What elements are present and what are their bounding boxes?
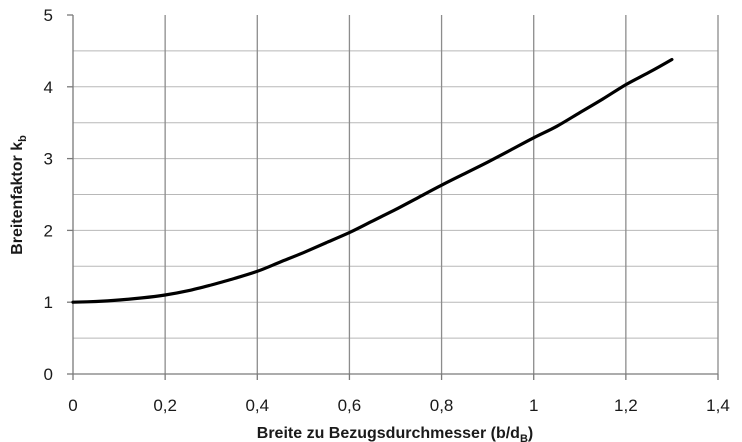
x-tick-label: 1,2 xyxy=(614,396,638,415)
grid xyxy=(73,15,719,374)
y-tick-label: 2 xyxy=(44,221,53,240)
x-axis-title: Breite zu Bezugsdurchmesser (b/dB) xyxy=(257,425,533,442)
y-tick-label: 1 xyxy=(44,293,53,312)
x-tick-label: 0 xyxy=(68,396,77,415)
y-tick-label: 4 xyxy=(44,78,53,97)
x-tick-labels: 0 0,2 0,4 0,6 0,8 1 1,2 1,4 xyxy=(68,396,730,415)
y-tick-label: 3 xyxy=(44,150,53,169)
y-tick-label: 0 xyxy=(44,365,53,384)
series-layer xyxy=(71,57,674,304)
x-tick-label: 1 xyxy=(529,396,538,415)
y-axis-title: Breitenfaktor kb xyxy=(9,135,29,255)
y-tick-label: 5 xyxy=(44,6,53,25)
x-tick-label: 0,4 xyxy=(245,396,269,415)
x-tick-label: 1,4 xyxy=(706,396,730,415)
x-tick-label: 0,8 xyxy=(430,396,454,415)
x-tick-label: 0,6 xyxy=(338,396,362,415)
series-line xyxy=(71,57,674,304)
y-tick-labels: 0 1 2 3 4 5 xyxy=(44,6,53,384)
x-tick-label: 0,2 xyxy=(153,396,177,415)
